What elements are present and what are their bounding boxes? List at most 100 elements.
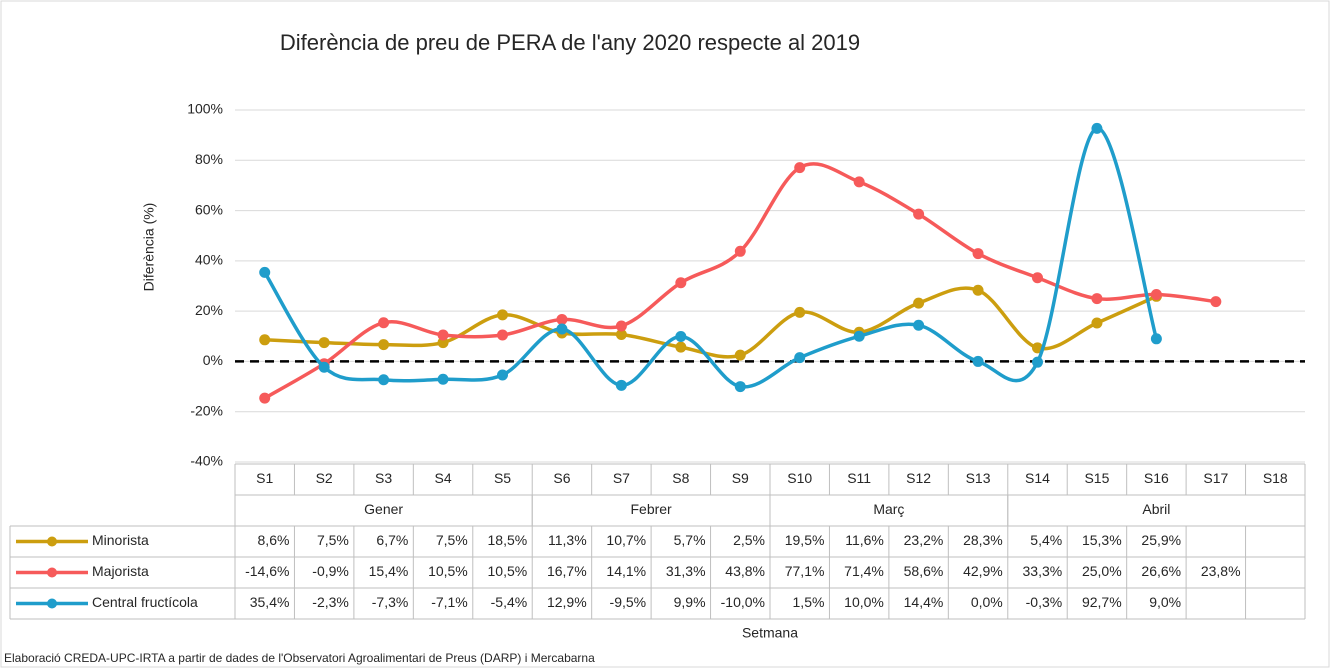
data-label: 10,0%	[844, 594, 884, 610]
point	[913, 319, 925, 331]
point	[497, 329, 508, 341]
x-tick-label: S11	[847, 470, 871, 486]
data-label: 10,5%	[428, 563, 468, 579]
point	[259, 392, 271, 404]
point	[853, 330, 865, 342]
x-tick-label: S6	[553, 470, 570, 486]
data-label: 12,9%	[547, 594, 587, 610]
x-tick-label: S16	[1144, 470, 1169, 486]
data-label: -0,3%	[1026, 594, 1063, 610]
data-label: -14,6%	[245, 563, 289, 579]
point	[913, 208, 925, 220]
point	[318, 337, 330, 349]
point	[615, 379, 627, 391]
data-label: 35,4%	[250, 594, 290, 610]
data-label: 43,8%	[725, 563, 765, 579]
point	[437, 373, 449, 385]
point	[615, 320, 627, 332]
point	[318, 361, 330, 373]
data-label: -5,4%	[491, 594, 528, 610]
x-tick-label: S9	[732, 470, 749, 486]
x-tick-label: S5	[494, 470, 511, 486]
data-label: 7,5%	[317, 532, 349, 548]
point	[1091, 122, 1103, 134]
x-tick-label: S1	[256, 470, 273, 486]
point	[497, 369, 508, 381]
point	[675, 277, 687, 289]
data-label: 23,2%	[904, 532, 944, 548]
point	[1032, 272, 1043, 284]
x-tick-label: S10	[787, 470, 812, 486]
data-label: 0,0%	[971, 594, 1003, 610]
data-label: 33,3%	[1023, 563, 1063, 579]
x-tick-label: S12	[906, 470, 931, 486]
series-line	[264, 286, 1158, 359]
point	[972, 248, 984, 260]
data-label: 9,9%	[674, 594, 706, 610]
data-label: 18,5%	[488, 532, 528, 548]
point	[853, 176, 865, 188]
data-label: 1,5%	[793, 594, 825, 610]
y-tick-label: 80%	[195, 151, 223, 167]
data-label: 25,9%	[1141, 532, 1181, 548]
data-label: 11,3%	[548, 532, 587, 548]
group-label: Febrer	[630, 501, 672, 517]
data-label: 25,0%	[1082, 563, 1122, 579]
data-label: 42,9%	[963, 563, 1003, 579]
point	[794, 352, 806, 364]
data-label: -7,1%	[431, 594, 468, 610]
y-tick-label: 0%	[203, 352, 223, 368]
data-label: 31,3%	[666, 563, 706, 579]
x-tick-label: S3	[375, 470, 392, 486]
data-label: 15,4%	[369, 563, 409, 579]
data-label: 19,5%	[785, 532, 825, 548]
x-tick-label: S17	[1203, 470, 1228, 486]
data-label: -9,5%	[610, 594, 647, 610]
x-tick-label: S2	[316, 470, 333, 486]
point	[259, 334, 271, 346]
point	[437, 337, 449, 349]
point	[734, 381, 746, 393]
y-tick-label: 40%	[195, 252, 223, 268]
point	[1091, 293, 1103, 305]
data-label: 5,7%	[674, 532, 706, 548]
data-label: 15,3%	[1082, 532, 1122, 548]
x-axis-label: Setmana	[742, 625, 798, 641]
point	[556, 323, 568, 335]
data-label: 28,3%	[963, 532, 1003, 548]
data-label: -7,3%	[372, 594, 409, 610]
point	[675, 331, 687, 343]
point	[1150, 289, 1162, 301]
y-axis-label: Diferència (%)	[141, 203, 157, 292]
x-tick-label: S14	[1025, 470, 1050, 486]
point	[497, 309, 508, 321]
chart-title: Diferència de preu de PERA de l'any 2020…	[280, 30, 860, 55]
x-tick-label: S13	[966, 470, 991, 486]
group-label: Abril	[1142, 501, 1170, 517]
y-tick-label: -20%	[190, 402, 223, 418]
x-tick-label: S15	[1084, 470, 1109, 486]
point	[378, 317, 390, 329]
legend-marker	[47, 598, 57, 609]
point	[675, 341, 687, 353]
x-tick-label: S4	[434, 470, 451, 486]
point	[972, 355, 984, 367]
data-label: 92,7%	[1082, 594, 1122, 610]
data-label: 23,8%	[1201, 563, 1241, 579]
group-label: Gener	[364, 501, 403, 517]
legend-marker	[47, 536, 57, 547]
group-label: Març	[873, 501, 904, 517]
point	[378, 339, 390, 351]
data-label: -2,3%	[312, 594, 349, 610]
x-tick-label: S8	[672, 470, 689, 486]
point	[437, 329, 449, 341]
data-label: 8,6%	[258, 532, 290, 548]
legend-label: Majorista	[92, 563, 149, 579]
y-tick-label: 20%	[195, 302, 223, 318]
point	[972, 284, 984, 296]
data-label: 71,4%	[844, 563, 884, 579]
legend-label: Minorista	[92, 532, 149, 548]
x-tick-label: S7	[613, 470, 630, 486]
point	[794, 162, 806, 174]
